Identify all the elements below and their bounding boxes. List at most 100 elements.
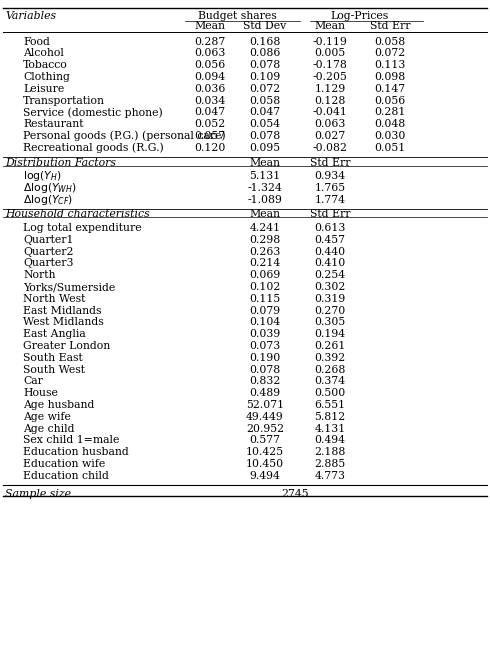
Text: -1.089: -1.089 — [247, 195, 282, 205]
Text: Variables: Variables — [5, 10, 56, 21]
Text: North: North — [23, 270, 55, 280]
Text: 52.071: 52.071 — [246, 400, 284, 410]
Text: 0.440: 0.440 — [315, 247, 345, 257]
Text: 0.052: 0.052 — [195, 119, 225, 129]
Text: Yorks/Sumerside: Yorks/Sumerside — [23, 282, 115, 292]
Text: 0.104: 0.104 — [249, 317, 281, 327]
Text: 0.063: 0.063 — [314, 119, 345, 129]
Text: Education child: Education child — [23, 471, 109, 481]
Text: 0.054: 0.054 — [249, 119, 281, 129]
Text: Sex child 1=male: Sex child 1=male — [23, 436, 120, 445]
Text: 0.261: 0.261 — [314, 341, 345, 351]
Text: 0.832: 0.832 — [249, 377, 281, 387]
Text: 6.551: 6.551 — [315, 400, 345, 410]
Text: West Midlands: West Midlands — [23, 317, 104, 327]
Text: -0.178: -0.178 — [313, 60, 347, 71]
Text: 9.494: 9.494 — [249, 471, 280, 481]
Text: 0.079: 0.079 — [249, 306, 281, 315]
Text: 4.773: 4.773 — [315, 471, 345, 481]
Text: 0.086: 0.086 — [249, 48, 281, 58]
Text: 0.036: 0.036 — [195, 84, 226, 94]
Text: Greater London: Greater London — [23, 341, 110, 351]
Text: 0.095: 0.095 — [249, 143, 281, 153]
Text: Std Err: Std Err — [310, 210, 350, 219]
Text: South East: South East — [23, 353, 83, 363]
Text: 0.298: 0.298 — [249, 235, 281, 245]
Text: East Anglia: East Anglia — [23, 329, 86, 340]
Text: Std Err: Std Err — [370, 21, 410, 31]
Text: 0.005: 0.005 — [315, 48, 345, 58]
Text: -0.082: -0.082 — [313, 143, 347, 153]
Text: 2.188: 2.188 — [314, 447, 345, 457]
Text: Budget shares: Budget shares — [198, 10, 277, 21]
Text: Car: Car — [23, 377, 43, 387]
Text: 0.319: 0.319 — [315, 294, 345, 304]
Text: 0.115: 0.115 — [249, 294, 281, 304]
Text: 0.120: 0.120 — [195, 143, 226, 153]
Text: 2745: 2745 — [281, 489, 309, 499]
Text: 0.489: 0.489 — [249, 389, 281, 398]
Text: 0.190: 0.190 — [249, 353, 281, 363]
Text: Restaurant: Restaurant — [23, 119, 83, 129]
Text: Age child: Age child — [23, 424, 74, 434]
Text: 0.934: 0.934 — [315, 171, 345, 181]
Text: Tobacco: Tobacco — [23, 60, 68, 71]
Text: -0.119: -0.119 — [313, 37, 347, 46]
Text: Food: Food — [23, 37, 50, 46]
Text: 1.129: 1.129 — [315, 84, 345, 94]
Text: 0.457: 0.457 — [315, 235, 345, 245]
Text: 0.039: 0.039 — [249, 329, 281, 340]
Text: East Midlands: East Midlands — [23, 306, 101, 315]
Text: $\Delta \log(Y_{WH})$: $\Delta \log(Y_{WH})$ — [23, 181, 77, 195]
Text: Mean: Mean — [195, 21, 225, 31]
Text: 0.214: 0.214 — [249, 259, 281, 268]
Text: Distribution Factors: Distribution Factors — [5, 157, 116, 168]
Text: 49.449: 49.449 — [246, 412, 284, 422]
Text: 0.056: 0.056 — [195, 60, 225, 71]
Text: South West: South West — [23, 364, 85, 375]
Text: Education husband: Education husband — [23, 447, 129, 457]
Text: 0.102: 0.102 — [249, 282, 281, 292]
Text: -1.324: -1.324 — [247, 183, 282, 193]
Text: 0.268: 0.268 — [314, 364, 345, 375]
Text: 0.073: 0.073 — [249, 341, 281, 351]
Text: Alcohol: Alcohol — [23, 48, 64, 58]
Text: 0.254: 0.254 — [315, 270, 345, 280]
Text: 0.034: 0.034 — [195, 95, 225, 106]
Text: 0.058: 0.058 — [249, 95, 281, 106]
Text: Recreational goods (R.G.): Recreational goods (R.G.) — [23, 142, 164, 153]
Text: Personal goods (P.G.) (personal care): Personal goods (P.G.) (personal care) — [23, 131, 225, 141]
Text: 0.056: 0.056 — [374, 95, 406, 106]
Text: 0.302: 0.302 — [314, 282, 345, 292]
Text: 0.051: 0.051 — [374, 143, 406, 153]
Text: 0.098: 0.098 — [374, 72, 406, 82]
Text: $\Delta \log(Y_{CF})$: $\Delta \log(Y_{CF})$ — [23, 193, 73, 207]
Text: 0.287: 0.287 — [195, 37, 225, 46]
Text: 0.072: 0.072 — [374, 48, 406, 58]
Text: 0.113: 0.113 — [374, 60, 406, 71]
Text: Quarter1: Quarter1 — [23, 235, 74, 245]
Text: 5.131: 5.131 — [249, 171, 281, 181]
Text: 4.131: 4.131 — [315, 424, 345, 434]
Text: Transportation: Transportation — [23, 95, 105, 106]
Text: Mean: Mean — [249, 157, 280, 168]
Text: House: House — [23, 389, 58, 398]
Text: 0.094: 0.094 — [195, 72, 225, 82]
Text: Sample size: Sample size — [5, 489, 71, 499]
Text: 0.305: 0.305 — [315, 317, 345, 327]
Text: 0.392: 0.392 — [315, 353, 345, 363]
Text: Quarter3: Quarter3 — [23, 259, 74, 268]
Text: Mean: Mean — [249, 210, 280, 219]
Text: 0.194: 0.194 — [315, 329, 345, 340]
Text: 0.057: 0.057 — [195, 131, 225, 141]
Text: 0.048: 0.048 — [374, 119, 406, 129]
Text: Log total expenditure: Log total expenditure — [23, 223, 142, 233]
Text: 0.494: 0.494 — [315, 436, 345, 445]
Text: 5.812: 5.812 — [315, 412, 345, 422]
Text: 2.885: 2.885 — [315, 459, 345, 469]
Text: Age husband: Age husband — [23, 400, 95, 410]
Text: 0.078: 0.078 — [249, 60, 281, 71]
Text: 0.168: 0.168 — [249, 37, 281, 46]
Text: Service (domestic phone): Service (domestic phone) — [23, 107, 163, 118]
Text: 0.613: 0.613 — [314, 223, 345, 233]
